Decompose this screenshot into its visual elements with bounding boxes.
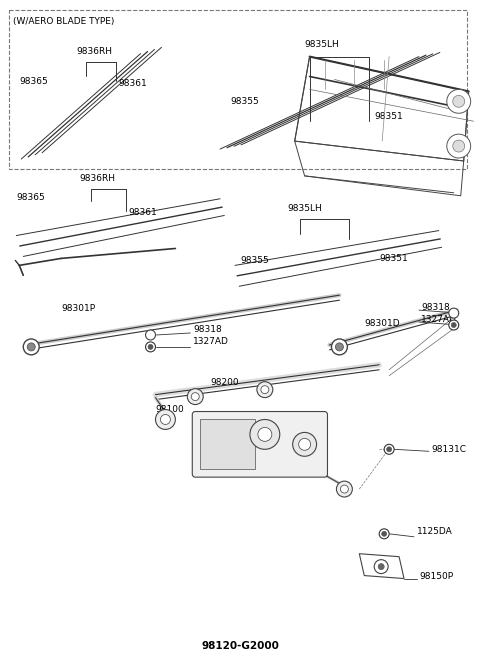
Circle shape [258, 428, 272, 442]
Text: 98318: 98318 [193, 325, 222, 335]
Circle shape [382, 531, 387, 537]
Circle shape [374, 560, 388, 574]
Circle shape [387, 447, 392, 452]
Circle shape [257, 381, 273, 397]
Circle shape [145, 342, 156, 352]
Circle shape [384, 444, 394, 454]
Bar [9, 10, 467, 169]
Circle shape [145, 330, 156, 340]
Text: 98361: 98361 [129, 208, 157, 217]
Text: 1327AD: 1327AD [421, 315, 457, 323]
Circle shape [293, 432, 316, 456]
Circle shape [23, 339, 39, 355]
Text: 98131C: 98131C [431, 445, 466, 454]
Text: 9835LH: 9835LH [305, 40, 339, 49]
Circle shape [250, 420, 280, 449]
Text: 98351: 98351 [374, 112, 403, 121]
Circle shape [332, 339, 348, 355]
Circle shape [187, 389, 203, 405]
Circle shape [340, 485, 348, 493]
Text: 98200: 98200 [210, 378, 239, 387]
Circle shape [449, 308, 459, 318]
Circle shape [378, 564, 384, 570]
Text: 1125DA: 1125DA [417, 527, 453, 537]
Text: 98355: 98355 [240, 256, 269, 265]
Text: 98361: 98361 [119, 79, 147, 88]
Text: 98355: 98355 [230, 97, 259, 106]
Text: 98150P: 98150P [419, 572, 453, 581]
Circle shape [299, 438, 311, 450]
Bar [200, 420, 255, 469]
Circle shape [27, 343, 35, 351]
Text: 98365: 98365 [19, 77, 48, 86]
Text: 98301D: 98301D [364, 319, 400, 327]
Text: 9836RH: 9836RH [79, 174, 115, 183]
Circle shape [336, 343, 343, 351]
Circle shape [192, 393, 199, 401]
Text: 9835LH: 9835LH [288, 204, 323, 213]
Text: 98318: 98318 [421, 303, 450, 312]
Text: 98100: 98100 [156, 405, 184, 414]
Circle shape [379, 529, 389, 539]
Circle shape [447, 89, 471, 114]
Circle shape [156, 410, 175, 430]
Circle shape [453, 95, 465, 108]
Text: 9836RH: 9836RH [76, 47, 112, 56]
Circle shape [261, 385, 269, 393]
Text: 98351: 98351 [379, 254, 408, 263]
Text: 98365: 98365 [16, 193, 45, 202]
Circle shape [336, 481, 352, 497]
Circle shape [160, 414, 170, 424]
Circle shape [453, 140, 465, 152]
Text: (W/AERO BLADE TYPE): (W/AERO BLADE TYPE) [13, 17, 115, 26]
Text: 1327AD: 1327AD [193, 337, 229, 346]
Circle shape [447, 134, 471, 158]
FancyBboxPatch shape [192, 412, 327, 477]
Circle shape [451, 323, 456, 327]
Text: 98301P: 98301P [61, 304, 95, 313]
Circle shape [449, 320, 459, 330]
Text: 98120-G2000: 98120-G2000 [201, 641, 279, 651]
Circle shape [148, 345, 153, 349]
